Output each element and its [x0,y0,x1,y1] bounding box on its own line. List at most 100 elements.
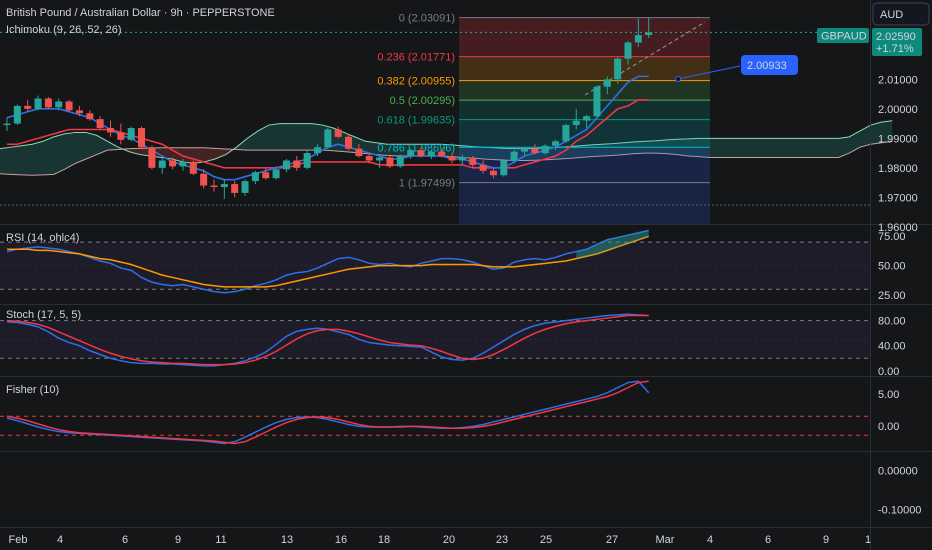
cloud-segment [580,144,592,158]
fib-zone [459,56,710,81]
cloud-segment [623,141,635,155]
candle [438,148,446,158]
time-axis-tick: 4 [57,534,63,546]
cloud-segment [763,138,774,158]
candle-body [189,161,197,174]
rsi-overbought-fill [576,230,649,259]
candle [24,99,32,112]
candle-body [593,86,601,117]
candle-body [44,98,52,108]
candle-body [117,132,125,140]
candle-body [169,160,177,167]
candle-body [541,145,549,154]
candle [189,160,197,176]
candle-body [158,160,166,168]
candle-body [303,153,311,168]
indicator-band [0,416,870,435]
candle-body [407,150,415,157]
candle [448,153,456,164]
candle [365,153,373,164]
cloud-segment [494,147,506,161]
time-axis-tick: 6 [122,534,128,546]
candle [13,104,21,126]
candle [75,105,83,117]
candle [86,110,94,121]
symbol-title[interactable]: British Pound / Australian Dollar · 9h ·… [6,7,275,19]
cloud-segment [483,147,495,160]
candle-body [386,157,394,167]
fib-extension-zone [459,182,710,224]
candle [314,144,321,157]
currency-label[interactable]: AUD [880,9,903,21]
candle [220,179,228,199]
candle [293,156,301,171]
time-axis-tick: 23 [496,534,508,546]
stoch-legend[interactable]: Stoch (17, 5, 5) [6,309,81,321]
callout-box[interactable] [741,55,798,75]
cloud-segment [0,147,11,175]
candle [231,181,239,198]
symbol-badge: GBPAUD [817,28,869,43]
time-axis[interactable]: Feb 4 6 9 11 13 16 18 20 23 25 27 Mar 4 6 9 1 [9,534,872,546]
candle-body [603,79,611,87]
candle [479,160,487,174]
candle [396,154,404,168]
fibonacci-retracement[interactable]: 0 (2.03091) 0.236 (2.01771) 0.382 (2.00955… [377,13,710,224]
candle [210,179,218,192]
candle-body [448,156,456,161]
cloud-segment [290,123,301,151]
candle [179,158,187,171]
price-axis[interactable]: 2.01000 2.00000 1.99000 1.98000 1.97000 1.960… [878,74,918,234]
price-callout[interactable]: 2.00933 [675,55,799,82]
fib-level-label: 0.236 (2.01771) [377,52,455,64]
price-pane[interactable]: 0 (2.03091) 0.236 (2.01771) 0.382 (2.00955… [0,13,893,224]
time-axis-tick: 6 [765,534,771,546]
candle [376,156,384,168]
ichimoku-legend[interactable]: Ichimoku (9, 26, 52, 26) [6,24,122,36]
cloud-segment [881,120,893,143]
candle [262,167,270,180]
cloud-segment [75,132,86,164]
cloud-segment [215,148,226,159]
fisher-legend[interactable]: Fisher (10) [6,384,59,396]
candle-body [282,160,290,170]
candle-body [272,169,280,179]
fib-level-label: 0.786 (1.98696) [377,142,455,154]
candle [324,128,332,149]
cloud-segment [709,138,721,158]
time-axis-tick: 20 [443,534,455,546]
candle [107,120,114,137]
cloud-segment [397,144,409,157]
indicator-axis-tick: 0.00000 [878,466,918,478]
cloud-segment [268,123,280,151]
last-price-badge: 2.02590 +1.71% [872,28,922,56]
candle [531,144,539,155]
candle [241,179,249,196]
fib-zone [459,80,710,101]
candle-body [479,164,487,171]
callout-anchor[interactable] [675,76,681,82]
candle-body [458,157,466,161]
candle [65,99,73,112]
fib-level-label: 0.618 (1.99635) [377,115,455,127]
candle-body [552,141,560,146]
cloud-segment [473,146,484,159]
cloud-segment [182,147,194,164]
currency-button[interactable]: AUD [872,2,930,26]
candle [282,158,290,173]
cloud-segment [64,132,76,170]
cloud-segment [204,147,215,162]
cloud-segment [720,138,731,158]
time-axis-tick: 4 [707,534,713,546]
cloud-segment [838,136,850,158]
candle-body [13,105,21,124]
cloud-segment [53,133,65,175]
indicator-axis-tick: 50.00 [878,261,906,273]
cloud-segment [741,138,753,158]
rsi-legend[interactable]: RSI (14, ohlc4) [6,232,79,244]
price-axis-tick: 1.99000 [878,133,918,145]
fib-level-label: 0 (2.03091) [399,13,455,25]
candle [572,108,580,130]
candle [541,144,549,155]
